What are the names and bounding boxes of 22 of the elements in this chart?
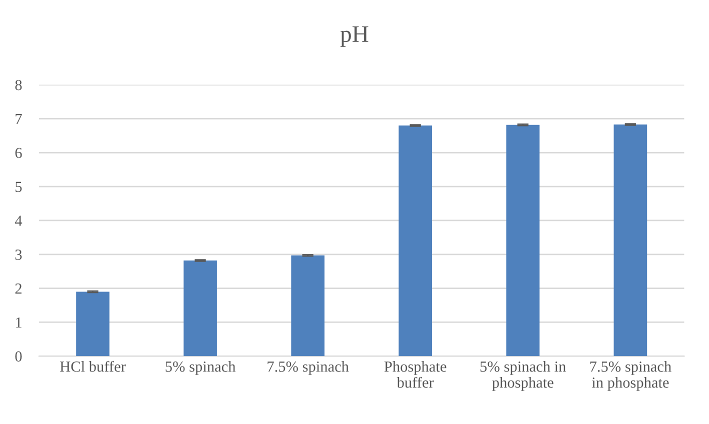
x-tick-label: 5% spinach <box>166 361 236 375</box>
bar <box>291 255 324 356</box>
bar <box>398 126 432 356</box>
bar <box>614 124 648 356</box>
x-tick-label: Phosphate buffer <box>384 361 446 388</box>
x-tick-label: HCl buffer <box>60 360 126 372</box>
x-tick-label: 7.5% spinach in phosphate <box>590 361 672 391</box>
chart-title: pH <box>340 26 368 47</box>
y-tick-label: 8 <box>15 80 22 90</box>
x-tick-label: 7.5% spinach <box>268 361 349 375</box>
bar <box>76 292 110 356</box>
y-tick-label: 5 <box>16 182 22 192</box>
y-tick-label: 4 <box>14 216 22 226</box>
y-tick-label: 6 <box>15 148 22 158</box>
y-tick-label: 1 <box>16 317 22 328</box>
bar <box>184 260 217 356</box>
y-tick-label: 7 <box>16 114 22 124</box>
y-tick-label: 3 <box>15 250 22 260</box>
y-tick-label: 2 <box>15 284 22 294</box>
x-tick-label: 5% spinach in phosphate <box>480 361 566 391</box>
y-tick-label: 0 <box>15 351 22 362</box>
bar <box>506 124 540 356</box>
